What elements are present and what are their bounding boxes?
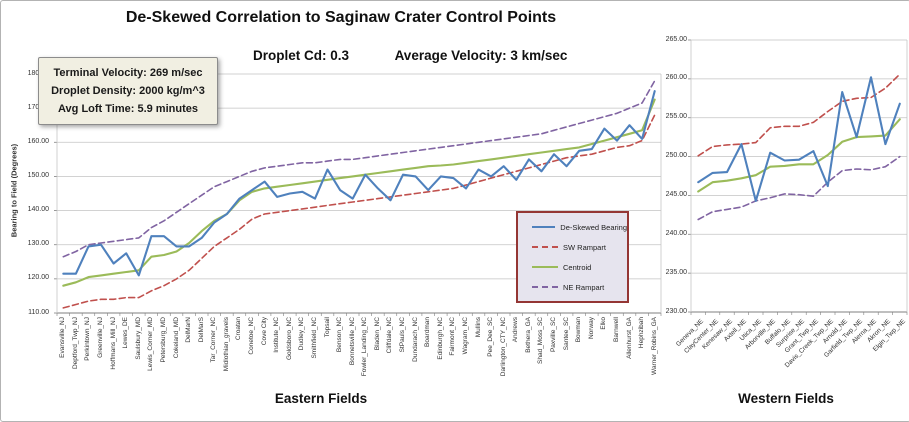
annotation-loft-time: Avg Loft Time: 5.9 minutes xyxy=(58,103,198,115)
series-line-ne-rampart xyxy=(62,80,656,258)
annotation-box: Terminal Velocity: 269 m/sec Droplet Den… xyxy=(38,57,218,125)
x-tick-label: Pee_Dee_SC xyxy=(487,317,495,357)
x-tick-label: Petersburg_MD xyxy=(159,317,167,363)
x-tick-label: Santee_SC xyxy=(562,317,570,351)
x-tick-label: Barnwell xyxy=(612,317,620,342)
x-tick-label: Saulsbury_MD xyxy=(134,317,142,360)
x-tick-label: Croatan xyxy=(235,317,243,341)
x-tick-label: Bonnetsville_NC xyxy=(348,317,356,366)
y-tick-label: 120.00 xyxy=(27,274,49,282)
annotation-droplet-density: Droplet Density: 2000 kg/m^3 xyxy=(51,85,205,97)
x-tick-label: Shad_Moss_SC xyxy=(537,317,545,364)
x-tick-label: Cliffdale_NC xyxy=(386,317,394,354)
legend-item-centroid: Centroid xyxy=(532,263,627,272)
y-tick-label: 110.00 xyxy=(28,308,49,316)
series-line-de-skewed-bearing xyxy=(62,90,656,277)
x-tick-label: Smithfield_NC xyxy=(310,317,318,359)
x-tick-label: Institute_NC xyxy=(273,317,281,353)
x-tick-label: StPauls_NC xyxy=(399,317,407,353)
legend-label: De-Skewed Bearing xyxy=(560,222,627,232)
y-tick-label: 265.00 xyxy=(665,35,687,43)
x-tick-label: Fairmont_NC xyxy=(449,317,457,356)
x-tick-label: Hephzibah xyxy=(638,317,646,349)
x-axis-title-western-fields: Western Fields xyxy=(738,391,834,406)
legend: De-Skewed Bearing SW Rampart Centroid NE… xyxy=(516,211,629,303)
x-tick-label: Conetoe_NC xyxy=(248,317,256,355)
x-tick-label: Edinburgh_NC xyxy=(436,317,444,360)
x-tick-label: Goldsboro_NC xyxy=(285,317,293,360)
series-line-centroid xyxy=(697,118,901,193)
legend-label: SW Rampart xyxy=(563,242,606,252)
x-tick-label: Wagram_NC xyxy=(461,317,469,355)
y-tick-label: 250.00 xyxy=(665,152,687,160)
legend-label: Centroid xyxy=(563,262,592,272)
x-tick-label: Topsail xyxy=(323,317,331,338)
subtitle-average-velocity: Average Velocity: 3 km/sec xyxy=(394,48,568,63)
y-tick-label: 140.00 xyxy=(27,206,49,214)
line-sample-icon xyxy=(532,266,558,268)
x-tick-label: Paxville_SC xyxy=(550,317,558,353)
x-tick-label: Benson_NC xyxy=(336,317,344,353)
x-tick-label: Darlington_CTY_NC xyxy=(499,317,507,377)
x-tick-label: DelMarN xyxy=(185,317,193,343)
x-tick-label: Deptford_Twp_NJ xyxy=(71,317,79,370)
x-tick-label: Elko xyxy=(600,317,608,330)
x-tick-label: Tar_Corner_NC xyxy=(210,317,218,363)
x-tick-label: Midlothian_gravels xyxy=(222,317,230,372)
x-tick-label: Boardman xyxy=(424,317,432,347)
x-tick-label: Greenville_NJ xyxy=(97,317,105,358)
x-tick-label: Cove City xyxy=(260,317,268,346)
x-tick-label: Perkintown_NJ xyxy=(84,317,92,361)
x-tick-label: Warner_Robins_GA xyxy=(650,317,658,375)
y-tick-label: 130.00 xyxy=(27,240,49,248)
x-tick-label: DelMarS xyxy=(197,317,205,343)
line-sample-icon xyxy=(532,246,558,248)
y-tick-label: 245.00 xyxy=(665,190,687,198)
x-tick-label: Dudley_NC xyxy=(298,317,306,351)
y-tick-label: 240.00 xyxy=(665,229,687,237)
y-tick-label: 255.00 xyxy=(665,113,687,121)
y-tick-label: 230.00 xyxy=(665,307,687,315)
x-tick-label: Mullins xyxy=(474,317,482,338)
line-sample-icon xyxy=(532,226,556,228)
x-tick-label: Cokeland_MD xyxy=(172,317,180,359)
x-tick-label: Norway xyxy=(587,317,595,340)
chart-title: De-Skewed Correlation to Saginaw Crater … xyxy=(125,9,557,26)
x-tick-label: Andrews xyxy=(512,317,520,343)
legend-item-deskewed-bearing: De-Skewed Bearing xyxy=(532,223,627,232)
series-line-centroid xyxy=(62,98,656,287)
subtitle-droplet-cd: Droplet Cd: 0.3 xyxy=(252,48,349,63)
x-tick-label: Fowler_Landing_NC xyxy=(361,317,369,377)
y-tick-label: 235.00 xyxy=(665,268,687,276)
x-axis-title-eastern-fields: Eastern Fields xyxy=(274,391,368,406)
y-tick-label: 160.00 xyxy=(27,137,49,145)
x-tick-label: Bowman xyxy=(575,317,583,343)
line-sample-icon xyxy=(532,286,558,288)
x-tick-label: Hoffmans_Mill_NJ xyxy=(109,317,117,370)
x-tick-label: Evansville_NJ xyxy=(59,317,67,358)
x-tick-label: Bethera_GA xyxy=(524,317,532,353)
legend-item-ne-rampart: NE Rampart xyxy=(532,283,627,292)
x-tick-label: Lewes_DE xyxy=(122,317,130,349)
x-tick-label: Bladen_NC xyxy=(373,317,381,351)
series-line-de-skewed-bearing xyxy=(697,76,901,202)
x-tick-label: Dundarach_NC xyxy=(411,317,419,362)
x-tick-label: Lewis_Corner_MD xyxy=(147,317,155,371)
x-tick-label: Allenhurst_GA xyxy=(625,317,633,359)
legend-label: NE Rampart xyxy=(563,282,605,292)
annotation-terminal-velocity: Terminal Velocity: 269 m/sec xyxy=(53,67,203,79)
series-line-ne-rampart xyxy=(697,155,901,221)
series-line-sw-rampart xyxy=(62,114,656,309)
y-tick-label: 260.00 xyxy=(665,74,687,82)
y-tick-label: 150.00 xyxy=(27,171,49,179)
legend-item-sw-rampart: SW Rampart xyxy=(532,243,627,252)
